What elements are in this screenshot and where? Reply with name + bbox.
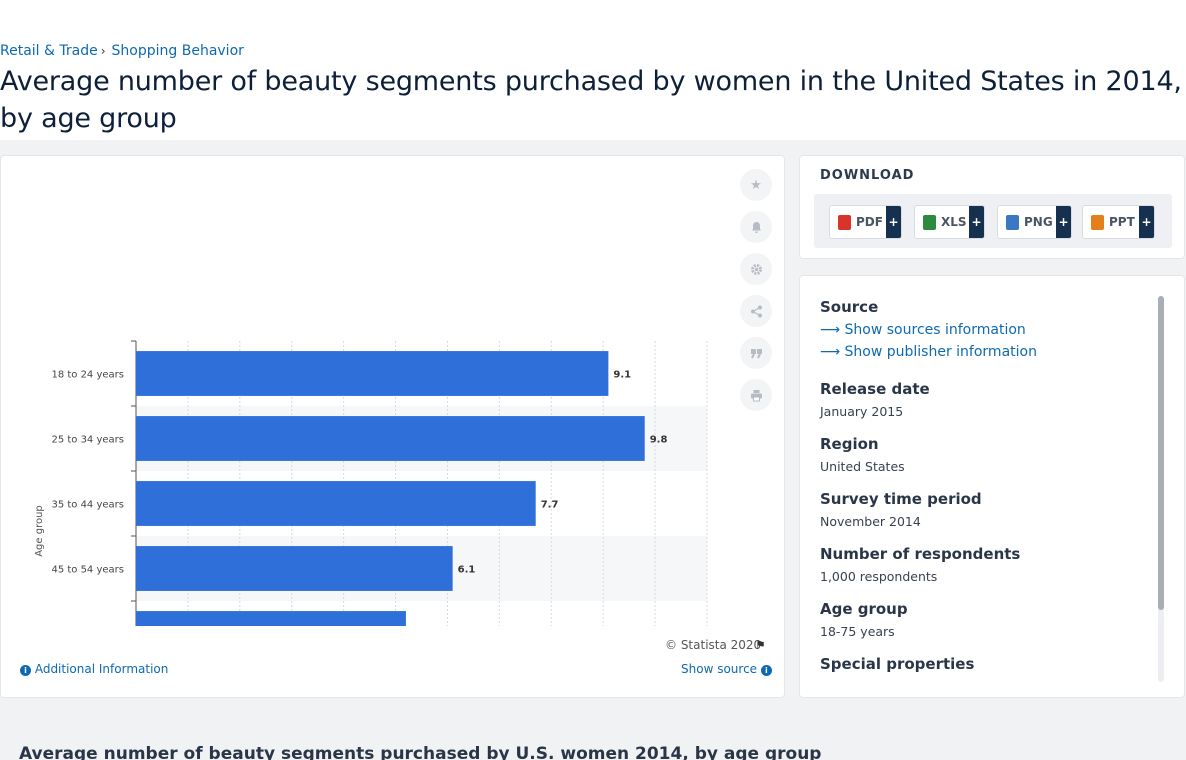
age-group-heading: Age group bbox=[820, 600, 908, 618]
arrow-right-icon: ⟶ bbox=[820, 344, 845, 360]
additional-information-link[interactable]: i Additional Information bbox=[20, 662, 168, 676]
statistic-details-card: Source ⟶ Show sources information ⟶ Show… bbox=[799, 275, 1185, 698]
download-pdf-label: PDF bbox=[856, 215, 883, 229]
category-label: 35 to 44 years bbox=[51, 500, 124, 511]
download-png-button[interactable]: PNG + bbox=[997, 205, 1072, 239]
share-icon[interactable] bbox=[740, 295, 772, 327]
pdf-file-icon bbox=[838, 214, 851, 230]
bell-icon[interactable] bbox=[740, 211, 772, 243]
bottom-heading: Average number of beauty segments purcha… bbox=[19, 744, 822, 760]
plus-icon[interactable]: + bbox=[886, 206, 901, 238]
download-ppt-label: PPT bbox=[1109, 215, 1135, 229]
download-png-label: PNG bbox=[1024, 215, 1053, 229]
data-label: 6.1 bbox=[458, 565, 476, 576]
source-heading: Source bbox=[820, 298, 879, 316]
bar bbox=[136, 351, 609, 396]
flag-icon[interactable]: ⚑ bbox=[755, 638, 766, 652]
category-label: 18 to 24 years bbox=[51, 370, 124, 381]
breadcrumb-item-shopping[interactable]: Shopping Behavior bbox=[111, 43, 244, 59]
ppt-file-icon bbox=[1091, 214, 1104, 230]
show-sources-link[interactable]: ⟶ Show sources information bbox=[820, 322, 1037, 338]
region-section: Region United States bbox=[820, 435, 905, 474]
release-date-value: January 2015 bbox=[820, 404, 904, 419]
show-source-link[interactable]: Show source i bbox=[681, 662, 772, 676]
breadcrumb-item-retail[interactable]: Retail & Trade bbox=[0, 43, 98, 59]
plus-icon[interactable]: + bbox=[969, 206, 984, 238]
respondents-section: Number of respondents 1,000 respondents bbox=[820, 545, 1020, 584]
info-icon: i bbox=[20, 665, 31, 676]
gear-icon[interactable] bbox=[740, 253, 772, 285]
info-icon: i bbox=[760, 665, 772, 676]
special-properties-section: Special properties bbox=[820, 655, 974, 673]
survey-period-value: November 2014 bbox=[820, 514, 921, 529]
download-buttons-row: PDF + XLS + PNG + PPT + bbox=[814, 194, 1172, 248]
download-pdf-button[interactable]: PDF + bbox=[829, 205, 902, 239]
respondents-value: 1,000 respondents bbox=[820, 569, 938, 584]
show-publisher-label: Show publisher information bbox=[844, 344, 1037, 360]
scrollbar-thumb[interactable] bbox=[1158, 296, 1164, 610]
bar bbox=[136, 416, 645, 461]
png-file-icon bbox=[1006, 214, 1019, 230]
age-group-section: Age group 18-75 years bbox=[820, 600, 908, 639]
show-sources-label: Show sources information bbox=[844, 322, 1026, 338]
download-xls-button[interactable]: XLS + bbox=[914, 205, 985, 239]
show-publisher-link[interactable]: ⟶ Show publisher information bbox=[820, 344, 1037, 360]
release-date-heading: Release date bbox=[820, 380, 930, 398]
category-label: 45 to 54 years bbox=[51, 565, 124, 576]
download-xls-label: XLS bbox=[941, 215, 967, 229]
y-axis-title: Age group bbox=[34, 505, 45, 557]
plus-icon[interactable]: + bbox=[1139, 206, 1154, 238]
additional-information-label: Additional Information bbox=[34, 662, 169, 676]
data-label: 7.7 bbox=[541, 500, 559, 511]
region-heading: Region bbox=[820, 435, 879, 453]
region-value: United States bbox=[820, 459, 905, 474]
xls-file-icon bbox=[923, 214, 936, 230]
show-source-label: Show source bbox=[681, 662, 758, 676]
download-card: DOWNLOAD PDF + XLS + PNG + PPT + bbox=[799, 155, 1185, 259]
page-title: Average number of beauty segments purcha… bbox=[0, 66, 1182, 134]
release-date-section: Release date January 2015 bbox=[820, 380, 930, 419]
age-group-value: 18-75 years bbox=[820, 624, 895, 639]
details-scrollbar[interactable] bbox=[1158, 296, 1164, 682]
header-band bbox=[0, 0, 1186, 140]
data-label: 9.1 bbox=[613, 370, 631, 381]
bar bbox=[136, 546, 453, 591]
arrow-right-icon: ⟶ bbox=[820, 322, 845, 338]
special-properties-heading: Special properties bbox=[820, 655, 975, 673]
bar bbox=[136, 481, 536, 526]
respondents-heading: Number of respondents bbox=[820, 545, 1021, 563]
star-icon[interactable]: ★ bbox=[740, 169, 772, 201]
print-icon[interactable] bbox=[740, 379, 772, 411]
copyright-text: © Statista 2020 bbox=[665, 638, 762, 652]
download-ppt-button[interactable]: PPT + bbox=[1082, 205, 1155, 239]
quote-icon[interactable] bbox=[740, 337, 772, 369]
download-title: DOWNLOAD bbox=[820, 168, 915, 183]
breadcrumb: Retail & Trade › Shopping Behavior bbox=[0, 43, 244, 59]
plus-icon[interactable]: + bbox=[1056, 206, 1071, 238]
category-label: 25 to 34 years bbox=[51, 435, 124, 446]
bar bbox=[136, 611, 406, 626]
survey-period-section: Survey time period November 2014 bbox=[820, 490, 982, 529]
data-label: 9.8 bbox=[650, 435, 668, 446]
breadcrumb-separator-icon: › bbox=[100, 44, 106, 58]
survey-period-heading: Survey time period bbox=[820, 490, 982, 508]
source-section: Source ⟶ Show sources information ⟶ Show… bbox=[820, 298, 1037, 360]
